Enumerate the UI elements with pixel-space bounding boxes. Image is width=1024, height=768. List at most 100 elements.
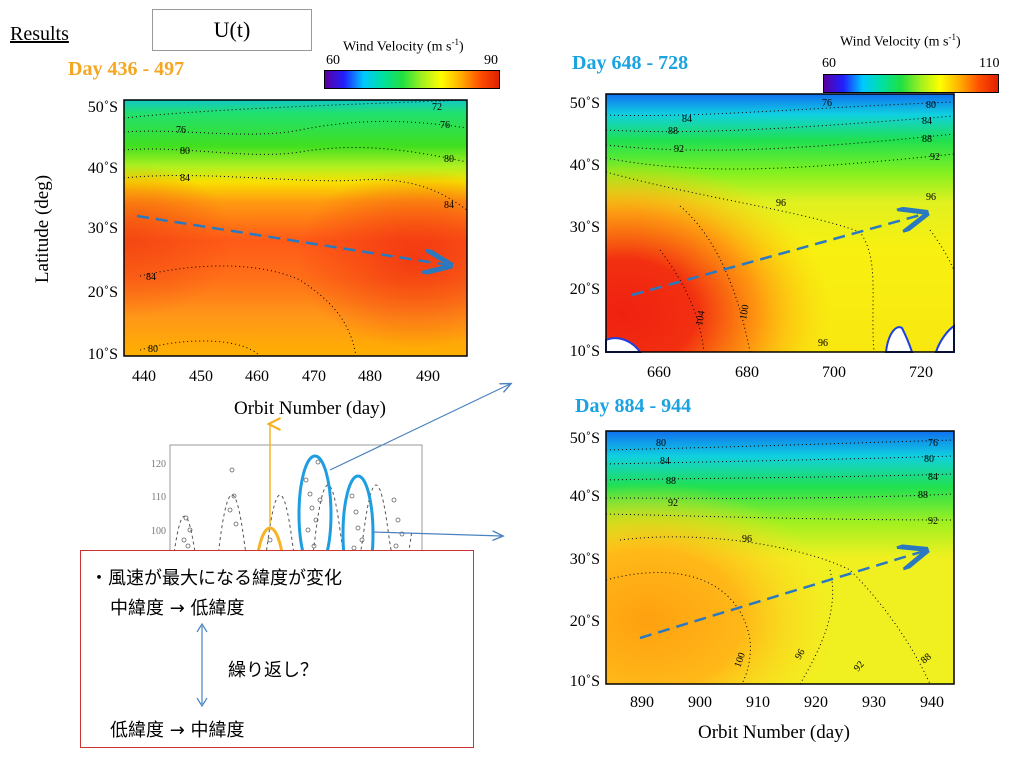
panel2-xtick: 720: [909, 364, 933, 381]
panel2-ytick: 10˚S: [570, 343, 600, 360]
panel2-ytick: 40˚S: [570, 157, 600, 174]
panel1-ytick: 20˚S: [88, 284, 118, 301]
panel3-contour: [605, 455, 955, 465]
colorbar2-max: 110: [979, 56, 1000, 71]
panel1-contour: [123, 147, 468, 163]
panel2-contour-label: 84: [922, 116, 932, 127]
panel2-contour-label: 88: [922, 134, 932, 145]
panel2-contour-label: 92: [674, 144, 684, 155]
panel3-ytick: 20˚S: [570, 613, 600, 630]
panel1-xtick: 460: [245, 368, 269, 385]
panel3-trend-arrow: [639, 551, 924, 640]
panel1-xlabel: Orbit Number (day): [234, 398, 386, 419]
panel1-x-ticks: 440 450 460 470 480 490: [132, 368, 440, 385]
panel3-ytick: 40˚S: [570, 488, 600, 505]
panel3-contour-label: 80: [924, 454, 934, 465]
panel1-contour-label: 80: [444, 154, 454, 165]
panel2-contour-label: 96: [926, 192, 936, 203]
panel1-title: Day 436 - 497: [68, 58, 185, 80]
panel1-xtick: 440: [132, 368, 156, 385]
cycle-arrow: [196, 622, 208, 708]
panel1-ytick: 50˚S: [88, 99, 118, 116]
ut-box: U(t): [152, 9, 312, 51]
panel1-field-left: [124, 100, 467, 356]
panel3-contour-label: 96: [742, 534, 752, 545]
panel3-title: Day 884 - 944: [575, 395, 692, 417]
ut-box-label: U(t): [213, 17, 251, 42]
panel2-contour-label: 88: [668, 126, 678, 137]
colorbar1-title: Wind Velocity (m s-1): [343, 37, 464, 55]
note-box: [80, 550, 474, 748]
results-heading: Results: [10, 23, 69, 45]
panel2-contour: [605, 153, 955, 170]
panel3-contour-label: 88: [918, 490, 928, 501]
panel1-contour-label: 76: [440, 120, 450, 131]
note-line2: 中緯度 → 低緯度: [110, 598, 245, 619]
panel3-contour-label: 96: [793, 647, 808, 661]
panel1-contour-label: 84: [180, 173, 190, 184]
panel2-field-max: [606, 94, 954, 352]
panel3-ytick: 10˚S: [570, 673, 600, 690]
panel3-ytick: 50˚S: [570, 430, 600, 447]
panel3-contour-label: 88: [666, 476, 676, 487]
panel3-ytick: 30˚S: [570, 551, 600, 568]
panel1-contour-label: 72: [432, 102, 442, 113]
panel3-xtick: 890: [630, 694, 654, 711]
note-line1: ・風速が最大になる緯度が変化: [90, 568, 342, 589]
panel3-contour-label: 80: [656, 438, 666, 449]
panel2-contour-label: 104: [694, 310, 707, 327]
panel1-xtick: 450: [189, 368, 213, 385]
note-line3: 繰り返し？: [228, 660, 318, 681]
panel1-xtick: 490: [416, 368, 440, 385]
panel3-x-ticks: 890 900 910 920 930 940: [630, 694, 944, 711]
panel3-contour-label: 84: [928, 472, 938, 483]
panel3-contour: [605, 439, 955, 451]
panel3-xtick: 920: [804, 694, 828, 711]
panel1-contour-label: 84: [444, 200, 454, 211]
panel3-xtick: 930: [862, 694, 886, 711]
panel2-ytick: 50˚S: [570, 95, 600, 112]
colorbar1-min: 60: [326, 53, 340, 68]
panel1-contour-label: 84: [146, 272, 156, 283]
panel3-contour: [799, 569, 834, 685]
panel2-contour-label: 80: [926, 100, 936, 111]
panel1-contour-label: 76: [176, 125, 186, 136]
colorbar1: [324, 70, 500, 89]
panel2-frame: [605, 93, 955, 353]
panel2-missing-data: [884, 326, 914, 353]
colorbar2: [823, 74, 999, 93]
panel3-plot: 80 84 88 92 96 76 80 84 88 92 100 96 92 …: [570, 430, 955, 711]
panel2-x-ticks: 660 680 700 720: [647, 364, 933, 381]
panel1-y-ticks: 50˚S 40˚S 30˚S 20˚S 10˚S: [88, 99, 118, 363]
note-line4: 低緯度 → 中緯度: [110, 720, 245, 741]
panel3-xtick: 910: [746, 694, 770, 711]
panel2-contour: [929, 229, 955, 271]
panel2-xtick: 700: [822, 364, 846, 381]
panel1-contour: [139, 340, 261, 357]
panel2-contour-label: 100: [738, 304, 751, 321]
panel3-frame: [605, 430, 955, 685]
panel2-contour-label: 84: [682, 114, 692, 125]
panel2-contour-label: 96: [818, 338, 828, 349]
panel1-contour-label: 80: [148, 344, 158, 355]
panel3-contour-label: 100: [732, 651, 747, 669]
panel1-xtick: 480: [358, 368, 382, 385]
panel1-contour: [123, 120, 468, 135]
panel2-ytick: 30˚S: [570, 219, 600, 236]
colorbar2-title: Wind Velocity (m s-1): [840, 32, 961, 50]
panel2-ytick: 20˚S: [570, 281, 600, 298]
panel2-contour-label: 92: [930, 152, 940, 163]
panel2-xtick: 680: [735, 364, 759, 381]
panel3-contour-label: 92: [928, 516, 938, 527]
colorbar2-min: 60: [822, 56, 836, 71]
panel3-field-max: [606, 431, 954, 684]
time-series-ytick: 110: [151, 492, 166, 503]
panel2-trend-arrow: [631, 214, 924, 297]
panel3-contour-label: 76: [928, 438, 938, 449]
panel1-frame: [123, 99, 468, 357]
panel1-ytick: 10˚S: [88, 346, 118, 363]
panel3-xlabel: Orbit Number (day): [698, 722, 850, 743]
colorbar1-max: 90: [484, 53, 498, 68]
panel2-contour-label: 96: [776, 198, 786, 209]
panel2-title: Day 648 - 728: [572, 52, 689, 74]
